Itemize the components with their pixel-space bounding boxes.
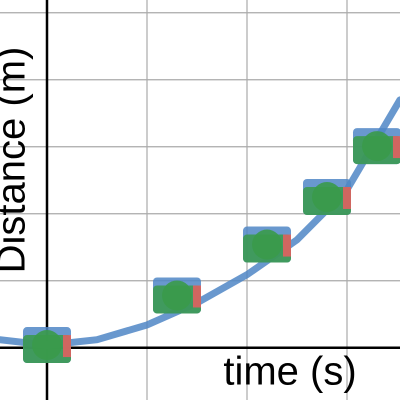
marker-edge xyxy=(393,136,400,159)
point-marker xyxy=(243,226,291,263)
point-marker xyxy=(153,277,201,314)
point xyxy=(362,131,392,162)
marks xyxy=(0,96,400,364)
marker-edge xyxy=(343,186,351,209)
marker-edge xyxy=(193,285,201,308)
marker-edge xyxy=(283,234,291,257)
marker-edge xyxy=(63,335,71,358)
point-marker xyxy=(353,128,400,165)
point xyxy=(32,330,62,361)
y-axis-label: Distance (m) xyxy=(0,47,34,274)
point xyxy=(162,280,192,311)
point xyxy=(252,229,282,260)
x-axis-label: time (s) xyxy=(223,350,356,394)
point xyxy=(312,181,342,212)
point-marker xyxy=(23,327,71,364)
point-marker xyxy=(303,178,351,215)
